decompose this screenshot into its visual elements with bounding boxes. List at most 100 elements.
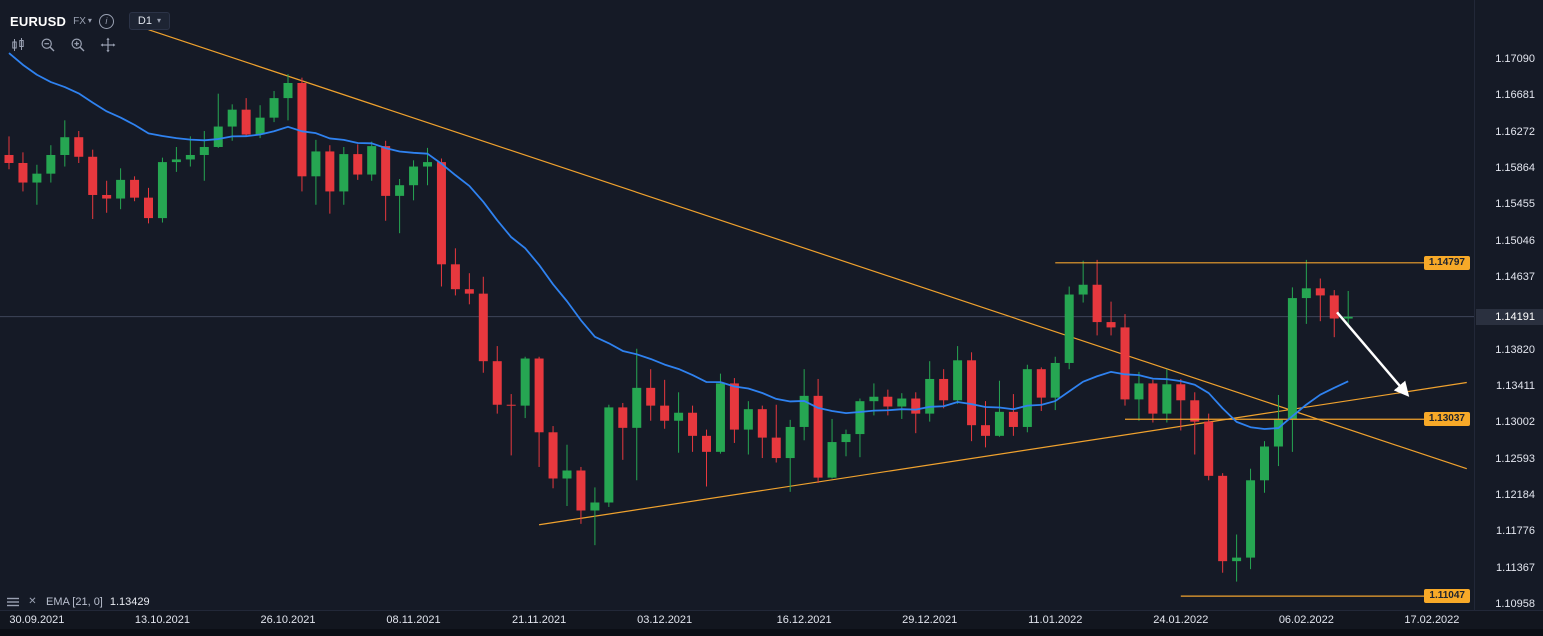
candle[interactable] [199, 130, 209, 181]
candle[interactable] [102, 180, 112, 213]
ema-line[interactable] [8, 52, 1349, 430]
candle[interactable] [757, 405, 767, 459]
candle[interactable] [632, 348, 642, 481]
candle[interactable] [1008, 394, 1018, 436]
candle[interactable] [185, 136, 195, 167]
candle[interactable] [1106, 301, 1116, 336]
candle[interactable] [1273, 394, 1283, 467]
candle[interactable] [702, 429, 711, 487]
candle[interactable] [813, 378, 823, 483]
candle[interactable] [911, 392, 921, 434]
price-axis[interactable]: 1.14191 1.17090 1.16681 1.16272 1.15864 1.15… [1474, 0, 1543, 610]
candle[interactable] [60, 120, 70, 167]
candle[interactable] [534, 356, 544, 467]
candle[interactable] [743, 401, 753, 455]
menu-icon[interactable] [6, 595, 19, 608]
candle[interactable] [1204, 413, 1214, 481]
info-icon[interactable]: i [98, 13, 114, 29]
candle[interactable] [1287, 287, 1297, 452]
trendline[interactable] [148, 29, 1467, 470]
candle[interactable] [1134, 371, 1144, 421]
candle[interactable] [855, 398, 865, 458]
candle[interactable] [548, 426, 558, 489]
candle[interactable] [1092, 259, 1102, 336]
candle[interactable] [325, 145, 335, 214]
candle[interactable] [576, 466, 586, 524]
candle[interactable] [1064, 286, 1074, 370]
candle[interactable] [799, 369, 809, 441]
candle[interactable] [981, 401, 990, 448]
candle[interactable] [492, 346, 502, 414]
candle[interactable] [311, 139, 321, 205]
candle[interactable] [227, 104, 237, 141]
candle[interactable] [353, 144, 363, 180]
candle[interactable] [618, 402, 628, 460]
candle[interactable] [255, 105, 265, 139]
candle[interactable] [771, 404, 781, 463]
candlestick-style-icon[interactable] [9, 36, 27, 54]
time-axis[interactable]: 30.09.2021 13.10.2021 26.10.2021 08.11.2021… [0, 610, 1543, 629]
zoom-in-icon[interactable] [69, 36, 87, 54]
candle[interactable] [1078, 260, 1088, 303]
candle[interactable] [88, 149, 98, 219]
candle[interactable] [1315, 278, 1325, 322]
candle[interactable] [269, 90, 279, 123]
candle[interactable] [604, 404, 614, 507]
candle[interactable] [1148, 379, 1158, 423]
candle[interactable] [897, 393, 907, 419]
candle[interactable] [381, 140, 391, 221]
candle[interactable] [674, 392, 684, 453]
candle[interactable] [967, 352, 977, 442]
candle[interactable] [590, 487, 600, 546]
candle[interactable] [1232, 534, 1242, 582]
candle[interactable] [1301, 259, 1311, 324]
candle[interactable] [646, 369, 656, 421]
candle[interactable] [144, 187, 153, 224]
candle[interactable] [1246, 468, 1256, 570]
candle[interactable] [883, 389, 893, 416]
candle[interactable] [4, 136, 14, 170]
pan-icon[interactable] [99, 36, 117, 54]
candle[interactable] [827, 418, 837, 479]
arrow-annotation[interactable] [1336, 311, 1410, 397]
candle[interactable] [1036, 367, 1046, 411]
candle[interactable] [283, 74, 293, 121]
trendline[interactable] [539, 381, 1467, 526]
candle[interactable] [953, 346, 963, 404]
candle[interactable] [1120, 314, 1130, 406]
candle[interactable] [1218, 473, 1228, 573]
candle[interactable] [367, 141, 377, 181]
candle[interactable] [18, 152, 28, 192]
candle[interactable] [436, 158, 446, 287]
candle[interactable] [297, 77, 307, 192]
candle[interactable] [660, 379, 670, 429]
candle[interactable] [157, 157, 167, 223]
candle[interactable] [729, 378, 739, 443]
candle[interactable] [925, 361, 935, 422]
candle[interactable] [32, 164, 42, 205]
candle[interactable] [395, 178, 405, 234]
candle[interactable] [74, 130, 84, 163]
candle[interactable] [450, 248, 460, 296]
candle[interactable] [1343, 290, 1353, 325]
candle[interactable] [688, 405, 698, 452]
candle[interactable] [171, 146, 181, 172]
candle[interactable] [939, 369, 949, 409]
candle[interactable] [116, 168, 126, 210]
price-line-label[interactable]: 1.13037 [1423, 412, 1470, 427]
candle[interactable] [1022, 364, 1032, 433]
candle[interactable] [46, 145, 56, 183]
timeframe-selector[interactable]: D1 ▾ [128, 12, 170, 30]
chart-plot-area[interactable]: EURUSD FX ▾ i D1 ▾ [0, 0, 1474, 610]
candle[interactable] [1329, 290, 1339, 338]
candle[interactable] [478, 276, 488, 373]
close-icon[interactable]: ✕ [28, 596, 37, 607]
market-selector[interactable]: FX ▾ [73, 16, 92, 27]
candle[interactable] [994, 380, 1004, 437]
price-line-label[interactable]: 1.14797 [1423, 255, 1470, 270]
candle[interactable] [562, 444, 572, 507]
candle[interactable] [464, 273, 474, 305]
candle[interactable] [241, 98, 251, 137]
price-line-label[interactable]: 1.11047 [1424, 589, 1470, 604]
chart-canvas[interactable] [0, 0, 1474, 610]
